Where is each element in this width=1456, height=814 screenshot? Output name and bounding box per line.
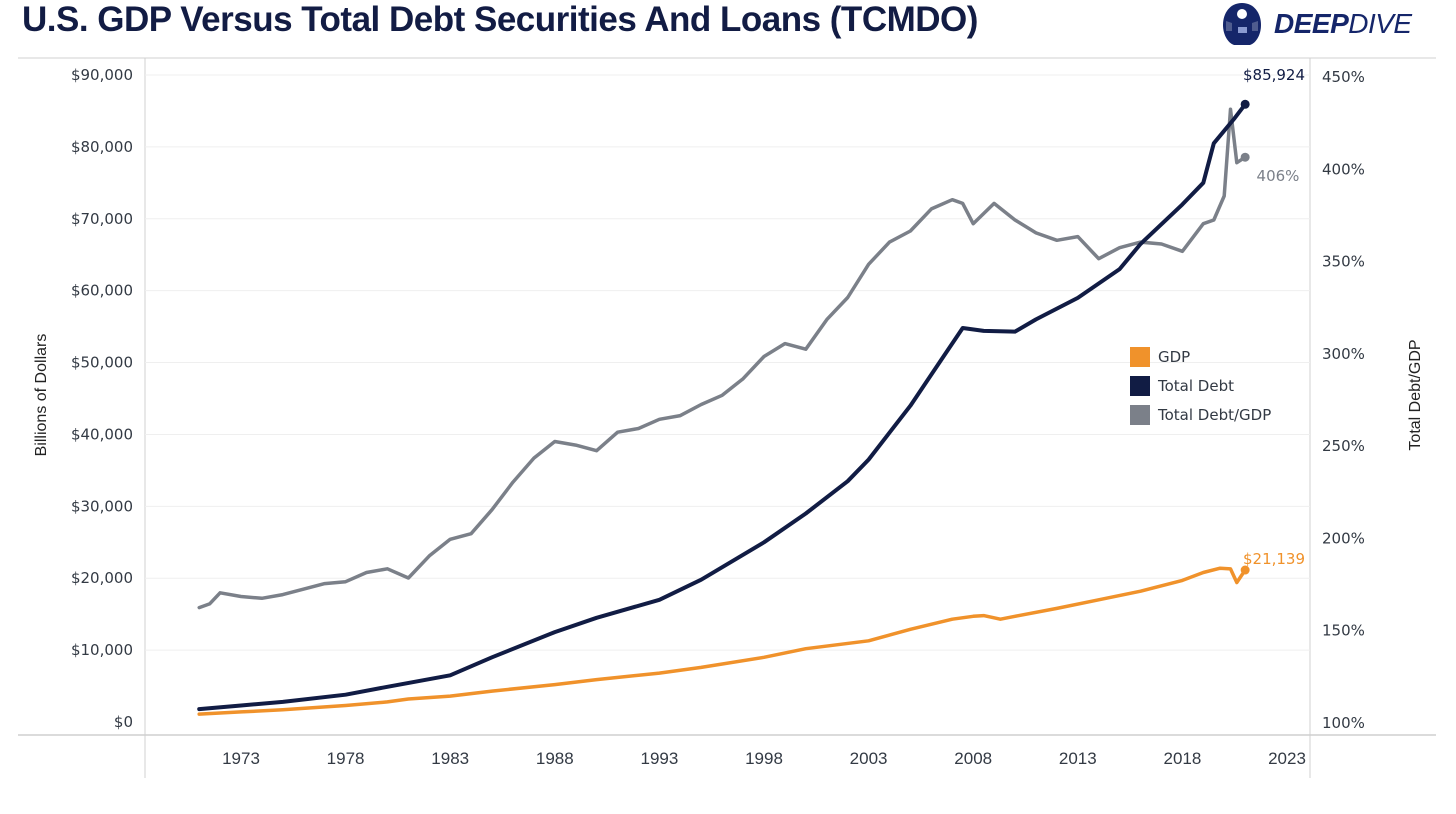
total-debt-line [197,102,1248,712]
y-tick-label: $70,000 [71,210,133,228]
y-axis-title: Billions of Dollars [33,334,50,457]
legend: GDP Total Debt Total Debt/GDP [1130,342,1271,429]
x-axis-ticks: 1973 1978 1983 1988 1993 1998 2003 2008 2013 2018… [222,749,1306,768]
total-debt-swatch [1130,375,1150,396]
deepdive-logo: DEEPDIVE [1220,0,1412,48]
legend-item-total-debt[interactable]: Total Debt [1130,371,1271,400]
y-tick-label: $80,000 [71,138,133,156]
y2-tick-label: 350% [1322,253,1365,271]
diver-helmet-icon [1223,3,1261,45]
y2-tick-label: 400% [1322,160,1365,178]
legend-item-debt-gdp[interactable]: Total Debt/GDP [1130,400,1271,429]
y-tick-label: $60,000 [71,282,133,300]
y2-tick-label: 250% [1322,437,1365,455]
y2-tick-label: 100% [1322,714,1365,732]
x-tick-label: 2003 [850,749,888,768]
series-lines [197,99,1250,716]
y-tick-label: $90,000 [71,66,133,84]
y-tick-label: $40,000 [71,425,133,443]
gdp-end-marker [1240,565,1250,575]
y-tick-label: $30,000 [71,497,133,515]
x-tick-label: 1978 [327,749,365,768]
gdp-swatch [1130,346,1150,367]
y2-axis-title: Total Debt/GDP [1407,339,1424,450]
legend-label: Total Debt [1158,376,1234,395]
x-tick-label: 1983 [431,749,469,768]
x-tick-label: 1973 [222,749,260,768]
debt-gdp-end-label: 406% [1257,167,1300,185]
y2-tick-label: 150% [1322,622,1365,640]
y2-tick-label: 450% [1322,68,1365,86]
debt-gdp-swatch [1130,404,1150,425]
y-axis-ticks: $0 $10,000 $20,000 $30,000 $40,000 $50,000 $60… [71,66,133,731]
legend-item-gdp[interactable]: GDP [1130,342,1271,371]
debt-gdp-end-marker [1240,152,1250,162]
total-debt-end-marker [1240,99,1250,109]
y2-tick-label: 300% [1322,345,1365,363]
x-tick-label: 1998 [745,749,783,768]
x-tick-label: 2013 [1059,749,1097,768]
x-tick-label: 1993 [640,749,678,768]
y-tick-label: $0 [114,713,133,731]
x-tick-label: 2008 [954,749,992,768]
gdp-end-label: $21,139 [1243,550,1305,568]
x-tick-label: 2018 [1163,749,1201,768]
gdp-line [197,566,1247,716]
x-tick-label: 1988 [536,749,574,768]
gridlines [145,74,1310,651]
y2-axis-ticks: 100% 150% 200% 250% 300% 350% 400% 450% [1322,68,1365,732]
total-debt-end-label: $85,924 [1243,66,1305,84]
legend-label: Total Debt/GDP [1158,405,1272,424]
page-title: U.S. GDP Versus Total Debt Securities An… [22,0,978,39]
y-tick-label: $20,000 [71,569,133,587]
y-tick-label: $50,000 [71,354,133,372]
logo-wordmark: DEEPDIVE [1274,8,1412,39]
y-tick-label: $10,000 [71,641,133,659]
debt-gdp-line [197,107,1247,610]
y2-tick-label: 200% [1322,529,1365,547]
legend-label: GDP [1158,347,1191,366]
x-tick-label: 2023 [1268,749,1306,768]
